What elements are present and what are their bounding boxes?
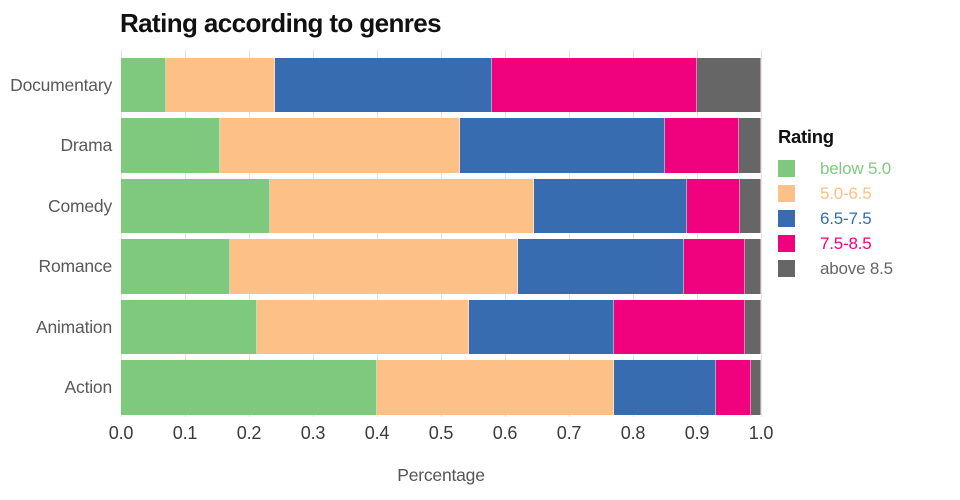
bar-segment-6-5-7-5 bbox=[517, 239, 685, 294]
x-axis-ticks: 0.0 0.1 0.2 0.3 0.4 0.5 0.6 0.7 0.8 0.9 1.0 bbox=[0, 423, 960, 445]
bar-segment-7-5-8-5 bbox=[614, 299, 745, 354]
bar-segment-7-5-8-5 bbox=[684, 239, 745, 294]
gridline bbox=[121, 50, 122, 417]
legend-label: 5.0-6.5 bbox=[820, 183, 872, 203]
bar-segment-6-5-7-5 bbox=[460, 118, 665, 173]
bar-row-documentary bbox=[121, 57, 761, 112]
bar-segment-6-5-7-5 bbox=[613, 360, 717, 415]
bar-segment-above-8-5 bbox=[696, 57, 761, 112]
legend-swatch-icon bbox=[778, 160, 795, 177]
x-tick-label: 0.9 bbox=[684, 423, 710, 443]
bar-segment-7-5-8-5 bbox=[492, 57, 697, 112]
legend-label: below 5.0 bbox=[820, 158, 891, 178]
legend: Rating below 5.0 5.0-6.5 6.5-7.5 7.5-8.5 abo… bbox=[778, 126, 958, 281]
y-axis-label-romance: Romance bbox=[38, 256, 113, 276]
bar-segment-below-5-0 bbox=[121, 57, 166, 112]
x-tick-label: 0.4 bbox=[364, 423, 390, 443]
legend-item-below-5-0[interactable]: below 5.0 bbox=[778, 156, 958, 181]
legend-swatch-icon bbox=[778, 210, 795, 227]
gridline bbox=[441, 50, 442, 417]
bar-segment-7-5-8-5 bbox=[716, 360, 752, 415]
x-axis-title: Percentage bbox=[397, 465, 485, 485]
plot-area bbox=[121, 50, 762, 417]
legend-item-6-5-7-5[interactable]: 6.5-7.5 bbox=[778, 206, 958, 231]
x-tick-label: 0.7 bbox=[556, 423, 582, 443]
bar-segment-6-5-7-5 bbox=[533, 178, 688, 233]
legend-swatch-icon bbox=[778, 260, 795, 277]
gridline bbox=[249, 50, 250, 417]
bar-row-drama bbox=[121, 118, 761, 173]
bar-segment-5-0-6-5 bbox=[165, 57, 275, 112]
bar-segment-6-5-7-5 bbox=[468, 299, 615, 354]
gridline bbox=[185, 50, 186, 417]
bar-segment-below-5-0 bbox=[121, 178, 271, 233]
bar-segment-5-0-6-5 bbox=[257, 299, 469, 354]
legend-swatch-icon bbox=[778, 185, 795, 202]
legend-items: below 5.0 5.0-6.5 6.5-7.5 7.5-8.5 above 8.5 bbox=[778, 156, 958, 281]
y-axis-label-animation: Animation bbox=[35, 316, 112, 337]
bar-segment-above-8-5 bbox=[744, 239, 761, 294]
x-tick-label: 1.0 bbox=[748, 423, 774, 443]
bar-segment-above-8-5 bbox=[739, 178, 761, 233]
bar-row-action bbox=[121, 360, 761, 415]
legend-label: 6.5-7.5 bbox=[820, 208, 872, 228]
legend-label: above 8.5 bbox=[820, 258, 893, 278]
bar-segment-7-5-8-5 bbox=[687, 178, 740, 233]
gridline bbox=[313, 50, 314, 417]
bar-row-animation bbox=[121, 299, 761, 354]
bar-segment-above-8-5 bbox=[738, 118, 761, 173]
y-axis-label-documentary: Documentary bbox=[10, 74, 112, 95]
bar-segment-above-8-5 bbox=[751, 360, 761, 415]
bar-segment-below-5-0 bbox=[121, 239, 230, 294]
legend-item-7-5-8-5[interactable]: 7.5-8.5 bbox=[778, 231, 958, 256]
x-tick-label: 0.3 bbox=[300, 423, 326, 443]
y-axis-label-action: Action bbox=[64, 377, 113, 397]
y-axis-label-comedy: Comedy bbox=[48, 195, 112, 216]
gridline bbox=[377, 50, 378, 417]
bar-segment-6-5-7-5 bbox=[274, 57, 493, 112]
legend-swatch-icon bbox=[778, 235, 795, 252]
bar-segment-5-0-6-5 bbox=[377, 360, 614, 415]
bar-segment-below-5-0 bbox=[121, 118, 221, 173]
bar-segment-above-8-5 bbox=[744, 299, 761, 354]
y-axis-labels: Documentary Drama Comedy Romance Animation Ac… bbox=[0, 50, 112, 417]
bar-segment-below-5-0 bbox=[121, 360, 377, 415]
gridline bbox=[761, 50, 762, 417]
gridline bbox=[569, 50, 570, 417]
x-tick-label: 0.0 bbox=[108, 423, 134, 443]
bar-segment-5-0-6-5 bbox=[270, 178, 534, 233]
x-tick-label: 0.5 bbox=[428, 423, 454, 443]
bar-segment-below-5-0 bbox=[121, 299, 258, 354]
bar-segment-7-5-8-5 bbox=[664, 118, 739, 173]
chart-title: Rating according to genres bbox=[120, 8, 442, 38]
bar-row-comedy bbox=[121, 178, 761, 233]
legend-item-5-0-6-5[interactable]: 5.0-6.5 bbox=[778, 181, 958, 206]
legend-title: Rating bbox=[778, 126, 834, 147]
gridline bbox=[633, 50, 634, 417]
x-tick-label: 0.6 bbox=[492, 423, 518, 443]
legend-label: 7.5-8.5 bbox=[820, 233, 872, 253]
x-tick-label: 0.8 bbox=[620, 423, 646, 443]
x-tick-label: 0.1 bbox=[172, 423, 198, 443]
y-axis-label-drama: Drama bbox=[60, 135, 112, 155]
x-tick-label: 0.2 bbox=[236, 423, 262, 443]
bar-segment-5-0-6-5 bbox=[229, 239, 518, 294]
bar-row-romance bbox=[121, 239, 761, 294]
gridline bbox=[697, 50, 698, 417]
gridline bbox=[505, 50, 506, 417]
bar-segment-5-0-6-5 bbox=[220, 118, 461, 173]
legend-item-above-8-5[interactable]: above 8.5 bbox=[778, 256, 958, 281]
